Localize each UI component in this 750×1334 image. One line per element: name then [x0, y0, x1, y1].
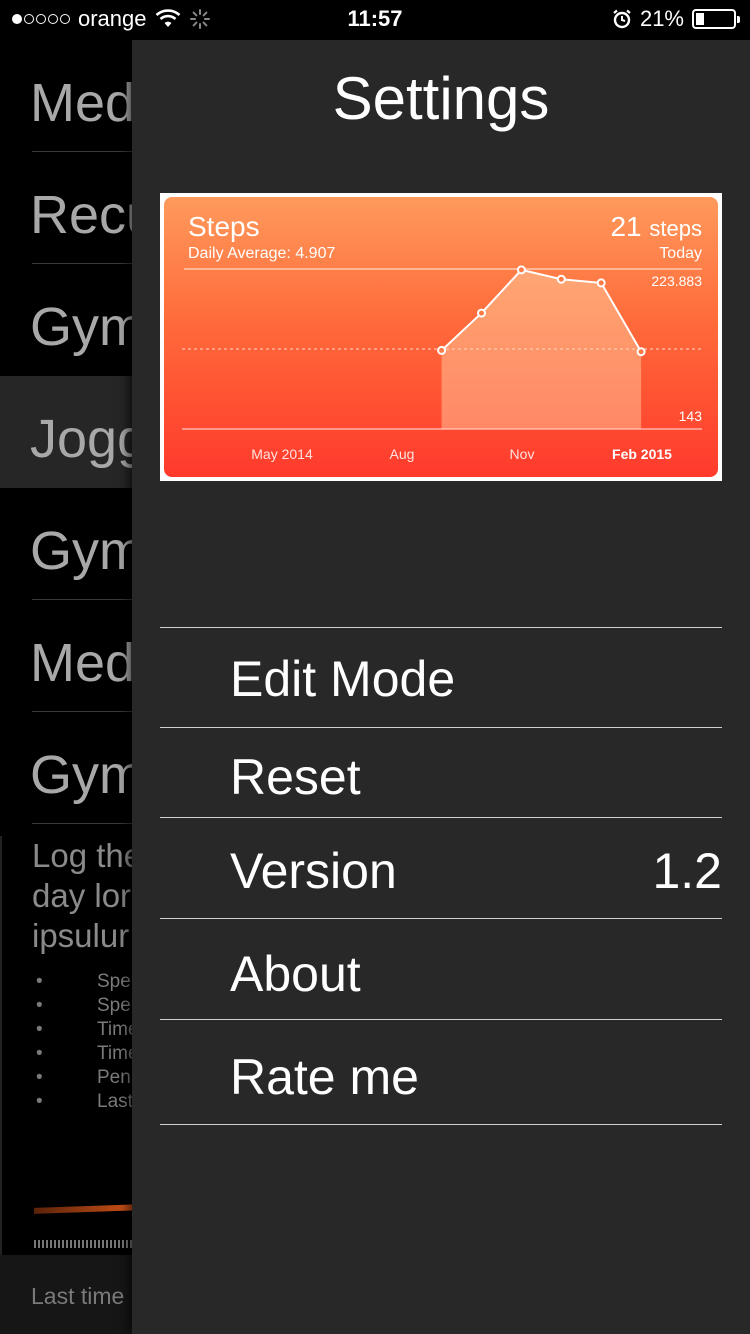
divider — [32, 823, 140, 824]
list-item[interactable]: Med — [0, 600, 140, 712]
y-max-label: 223.883 — [651, 273, 702, 289]
mini-chart-line — [34, 1204, 140, 1214]
bullet-label: Last — [97, 1091, 133, 1112]
clock: 11:57 — [347, 6, 403, 31]
x-tick-label: Nov — [510, 446, 535, 462]
bullet-icon: • — [36, 971, 43, 992]
menu-item-reset[interactable]: Reset — [160, 727, 722, 817]
bullet-icon: • — [36, 1019, 43, 1040]
status-bar: orange 11:57 21% — [0, 0, 750, 40]
x-tick-label: Feb 2015 — [612, 446, 672, 462]
data-point — [556, 274, 566, 284]
divider — [32, 151, 140, 152]
menu-item-value: 1.2 — [652, 843, 722, 899]
steps-value-number: 21 — [610, 211, 642, 242]
wifi-icon — [155, 9, 180, 27]
steps-widget[interactable]: 223.883 143 May 2014 Aug Nov Feb 2015 Steps D… — [160, 193, 722, 481]
list-item-label: Gym — [30, 297, 140, 357]
carrier-name: orange — [78, 6, 147, 31]
alarm-icon — [613, 9, 631, 29]
y-min-label: 143 — [679, 408, 703, 424]
bullet-label: Pen — [97, 1067, 131, 1088]
status-left: orange — [12, 6, 211, 32]
bullet-icon: • — [36, 995, 43, 1016]
list-footer: Last time — [0, 1255, 140, 1334]
menu-item-edit-mode[interactable]: Edit Mode — [160, 627, 722, 727]
menu-item-version[interactable]: Version 1.2 — [160, 817, 722, 918]
steps-line — [440, 268, 642, 353]
detail-line: day lor — [32, 877, 132, 914]
list-item[interactable]: Recu — [0, 152, 140, 264]
list-item[interactable]: Gym — [0, 712, 140, 824]
data-point — [437, 345, 447, 355]
divider — [32, 599, 140, 600]
bullet-icon: • — [36, 1091, 43, 1112]
footer-label: Last time — [31, 1283, 125, 1309]
menu-item-label: Version — [230, 843, 397, 899]
data-point — [596, 278, 606, 288]
settings-panel: Settings 223.883 143 May 2014 Aug Nov Feb 201… — [132, 40, 750, 1334]
divider — [32, 711, 140, 712]
detail-line: ipsulur — [32, 917, 130, 954]
steps-value-unit: steps — [649, 216, 702, 241]
list-item[interactable]: Gym — [0, 264, 140, 376]
battery-level — [696, 13, 704, 25]
data-point — [477, 308, 486, 318]
signal-strength-icon — [12, 14, 70, 24]
list-item-label: Gym — [30, 745, 140, 805]
divider — [32, 263, 140, 264]
list-item-label: Gym — [30, 521, 140, 581]
list-item-label: Recu — [30, 185, 140, 245]
list-item[interactable]: Jogg — [0, 376, 140, 488]
data-point — [516, 265, 526, 275]
menu-item-label: About — [230, 946, 361, 1002]
ruler-ticks — [34, 1240, 140, 1248]
battery-percent: 21% — [639, 6, 684, 31]
steps-today-value: 21 steps — [610, 211, 702, 243]
steps-area — [441, 269, 642, 429]
list-item-label: Med — [30, 633, 136, 693]
status-right: 21% — [612, 6, 740, 32]
list-detail: Log the day lor ipsulur • Spe • Spe • Time • Time •… — [0, 836, 140, 1256]
list-item-label: Jogg — [30, 409, 140, 469]
bullet-label: Spe — [97, 995, 131, 1016]
data-point — [636, 347, 646, 357]
list-item-label: Med — [30, 73, 136, 133]
list-item[interactable]: Gym — [0, 488, 140, 600]
detail-paragraph: Log the day lor ipsulur — [32, 836, 140, 956]
page-title: Settings — [332, 65, 550, 132]
bullet-icon: • — [36, 1067, 43, 1088]
bullet-icon: • — [36, 1043, 43, 1064]
x-tick-label: May 2014 — [251, 446, 313, 462]
bullet-label: Time — [97, 1043, 139, 1064]
steps-period: Today — [659, 245, 702, 262]
battery-icon — [692, 9, 740, 29]
steps-chart: 223.883 143 May 2014 Aug Nov Feb 2015 — [182, 265, 703, 462]
steps-daily-average: Daily Average: 4.907 — [188, 245, 336, 262]
steps-card: 223.883 143 May 2014 Aug Nov Feb 2015 Steps D… — [164, 197, 718, 477]
menu-item-label: Edit Mode — [230, 651, 456, 707]
steps-card-title: Steps — [188, 211, 260, 242]
bullet-label: Time — [97, 1019, 139, 1040]
spinner-icon — [189, 9, 210, 29]
detail-line: Log the — [32, 837, 140, 874]
menu-item-label: Rate me — [230, 1049, 419, 1105]
menu-item-about[interactable]: About — [160, 918, 722, 1019]
settings-menu: Edit Mode Reset Version 1.2 About Rate me — [160, 627, 722, 1125]
menu-item-rate-me[interactable]: Rate me — [160, 1019, 722, 1125]
bullet-label: Spe — [97, 971, 131, 992]
x-tick-label: Aug — [390, 446, 415, 462]
list-item[interactable]: Med — [0, 40, 140, 152]
menu-item-label: Reset — [230, 749, 361, 805]
